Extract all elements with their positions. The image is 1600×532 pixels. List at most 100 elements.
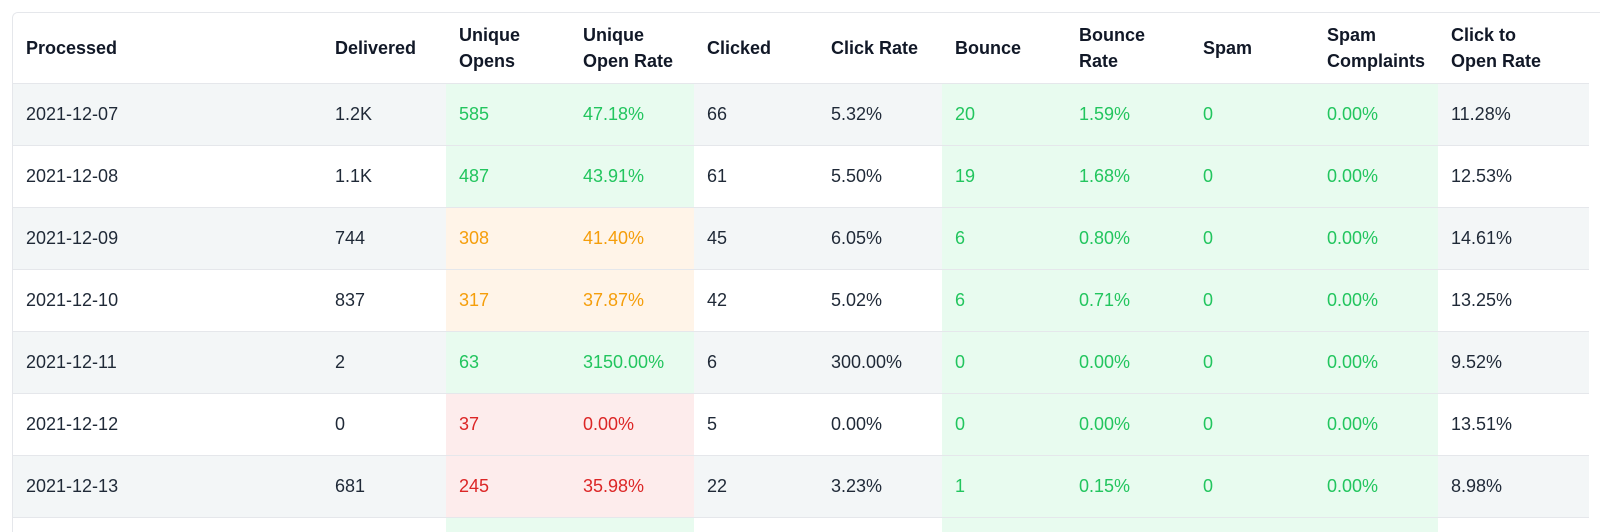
cell-click-rate: 3.23% bbox=[818, 456, 942, 518]
cell-processed: 2021-12-13 bbox=[13, 456, 322, 518]
column-header-line: Open Rate bbox=[1451, 48, 1589, 74]
cell-click-rate: 5.02% bbox=[818, 270, 942, 332]
cell-unique-open-rate bbox=[570, 518, 694, 532]
column-header-line: Click to bbox=[1451, 22, 1589, 48]
cell-spam-complaints: 0.00% bbox=[1314, 146, 1438, 208]
cell-bounce: 19 bbox=[942, 146, 1066, 208]
cell-bounce-rate bbox=[1066, 518, 1190, 532]
cell-unique-open-rate: 41.40% bbox=[570, 208, 694, 270]
cell-bounce-rate: 1.59% bbox=[1066, 84, 1190, 146]
column-header-spam[interactable]: Spam bbox=[1190, 13, 1314, 84]
cell-delivered: 837 bbox=[322, 270, 446, 332]
cell-click-rate: 5.32% bbox=[818, 84, 942, 146]
cell-processed: 2021-12-12 bbox=[13, 394, 322, 456]
cell-spam-complaints: 0.00% bbox=[1314, 394, 1438, 456]
cell-spam-complaints: 0.00% bbox=[1314, 456, 1438, 518]
cell-bounce-rate: 0.71% bbox=[1066, 270, 1190, 332]
cell-delivered bbox=[322, 518, 446, 532]
cell-clicked: 6 bbox=[694, 332, 818, 394]
cell-spam: 0 bbox=[1190, 394, 1314, 456]
cell-click-to-open-rate: 13.51% bbox=[1438, 394, 1589, 456]
column-header-line: Clicked bbox=[707, 35, 818, 61]
column-header-line: Complaints bbox=[1327, 48, 1438, 74]
cell-spam-complaints: 0.00% bbox=[1314, 84, 1438, 146]
table-row-partial[interactable] bbox=[13, 518, 1589, 532]
cell-bounce-rate: 1.68% bbox=[1066, 146, 1190, 208]
cell-clicked bbox=[694, 518, 818, 532]
column-header-line: Opens bbox=[459, 48, 570, 74]
cell-delivered: 1.1K bbox=[322, 146, 446, 208]
column-header-line: Click Rate bbox=[831, 35, 942, 61]
cell-click-to-open-rate: 11.28% bbox=[1438, 84, 1589, 146]
cell-unique-opens: 245 bbox=[446, 456, 570, 518]
cell-spam: 0 bbox=[1190, 146, 1314, 208]
column-header-line: Processed bbox=[26, 35, 322, 61]
cell-click-to-open-rate bbox=[1438, 518, 1589, 532]
cell-bounce: 0 bbox=[942, 394, 1066, 456]
cell-spam: 0 bbox=[1190, 270, 1314, 332]
cell-clicked: 66 bbox=[694, 84, 818, 146]
cell-processed: 2021-12-11 bbox=[13, 332, 322, 394]
cell-bounce: 20 bbox=[942, 84, 1066, 146]
cell-unique-opens: 317 bbox=[446, 270, 570, 332]
cell-click-rate: 6.05% bbox=[818, 208, 942, 270]
cell-clicked: 42 bbox=[694, 270, 818, 332]
cell-bounce: 6 bbox=[942, 270, 1066, 332]
cell-unique-open-rate: 37.87% bbox=[570, 270, 694, 332]
cell-spam-complaints: 0.00% bbox=[1314, 208, 1438, 270]
column-header-line: Bounce bbox=[955, 35, 1066, 61]
cell-unique-opens: 308 bbox=[446, 208, 570, 270]
cell-spam-complaints: 0.00% bbox=[1314, 270, 1438, 332]
cell-bounce bbox=[942, 518, 1066, 532]
column-header-line: Rate bbox=[1079, 48, 1190, 74]
cell-unique-opens: 37 bbox=[446, 394, 570, 456]
column-header-line: Bounce bbox=[1079, 22, 1190, 48]
cell-delivered: 2 bbox=[322, 332, 446, 394]
column-header-delivered[interactable]: Delivered bbox=[322, 13, 446, 84]
cell-processed: 2021-12-09 bbox=[13, 208, 322, 270]
cell-spam: 0 bbox=[1190, 456, 1314, 518]
cell-bounce: 1 bbox=[942, 456, 1066, 518]
cell-spam-complaints: 0.00% bbox=[1314, 332, 1438, 394]
cell-clicked: 5 bbox=[694, 394, 818, 456]
cell-unique-opens: 487 bbox=[446, 146, 570, 208]
cell-delivered: 1.2K bbox=[322, 84, 446, 146]
cell-unique-open-rate: 43.91% bbox=[570, 146, 694, 208]
cell-processed: 2021-12-10 bbox=[13, 270, 322, 332]
cell-clicked: 61 bbox=[694, 146, 818, 208]
column-header-clicked[interactable]: Clicked bbox=[694, 13, 818, 84]
cell-clicked: 22 bbox=[694, 456, 818, 518]
cell-spam: 0 bbox=[1190, 84, 1314, 146]
cell-unique-open-rate: 3150.00% bbox=[570, 332, 694, 394]
cell-delivered: 744 bbox=[322, 208, 446, 270]
cell-processed: 2021-12-08 bbox=[13, 146, 322, 208]
cell-click-rate bbox=[818, 518, 942, 532]
cell-spam-complaints bbox=[1314, 518, 1438, 532]
cell-unique-opens bbox=[446, 518, 570, 532]
cell-spam: 0 bbox=[1190, 208, 1314, 270]
column-header-line: Unique bbox=[583, 22, 694, 48]
column-header-click-rate[interactable]: Click Rate bbox=[818, 13, 942, 84]
cell-spam bbox=[1190, 518, 1314, 532]
cell-click-to-open-rate: 12.53% bbox=[1438, 146, 1589, 208]
cell-processed bbox=[13, 518, 322, 532]
column-header-processed[interactable]: Processed bbox=[13, 13, 322, 84]
cell-click-to-open-rate: 14.61% bbox=[1438, 208, 1589, 270]
cell-click-rate: 0.00% bbox=[818, 394, 942, 456]
column-header-bounce[interactable]: Bounce bbox=[942, 13, 1066, 84]
